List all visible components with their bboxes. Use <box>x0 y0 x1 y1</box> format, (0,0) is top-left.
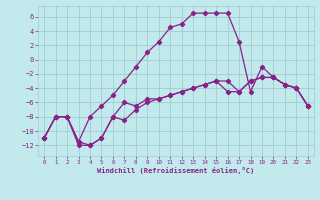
X-axis label: Windchill (Refroidissement éolien,°C): Windchill (Refroidissement éolien,°C) <box>97 167 255 174</box>
